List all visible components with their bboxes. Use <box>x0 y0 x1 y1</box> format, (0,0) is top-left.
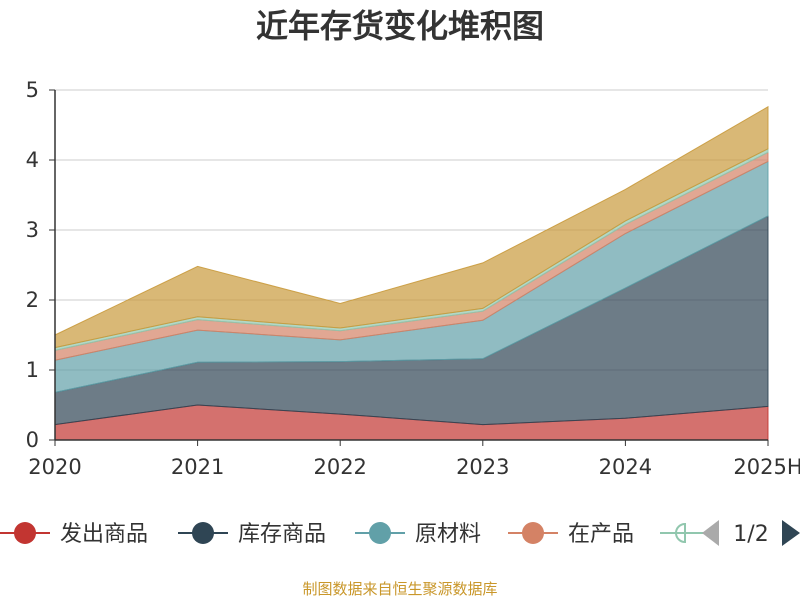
legend-item[interactable]: 库存商品 <box>178 522 326 547</box>
legend-label: 库存商品 <box>238 522 326 547</box>
axes: 0 1 2 3 4 5 2020 2021 2022 2023 2024 2025H <box>26 78 800 479</box>
y-tick-label: 1 <box>26 358 39 382</box>
chart-title: 近年存货变化堆积图 <box>256 7 544 45</box>
legend-marker-icon <box>675 522 686 544</box>
x-tick-label: 2025H <box>733 455 800 479</box>
legend-marker-icon <box>14 522 36 544</box>
legend-marker-icon <box>192 522 214 544</box>
x-tick-label: 2021 <box>171 455 224 479</box>
area-series-5 <box>54 105 769 349</box>
legend-item[interactable]: 发出商品 <box>0 522 148 547</box>
legend: 发出商品 库存商品 原材料 在产品 1/2 <box>0 520 800 547</box>
triangle-right-icon[interactable] <box>782 520 800 546</box>
legend-label: 原材料 <box>415 522 481 547</box>
y-tick-label: 5 <box>26 78 39 102</box>
source-note: 制图数据来自恒生聚源数据库 <box>302 580 497 598</box>
x-tick-label: 2024 <box>599 455 652 479</box>
legend-item[interactable] <box>660 522 710 544</box>
legend-label: 在产品 <box>568 522 634 547</box>
x-tick-label: 2022 <box>313 455 366 479</box>
y-tick-label: 2 <box>26 288 39 312</box>
legend-marker-icon <box>369 522 391 544</box>
y-tick-label: 4 <box>26 148 39 172</box>
y-tick-label: 3 <box>26 218 39 242</box>
y-tick-label: 0 <box>26 428 39 452</box>
x-tick-label: 2023 <box>456 455 509 479</box>
area-series-group <box>54 105 769 441</box>
legend-item[interactable]: 原材料 <box>355 522 481 547</box>
x-tick-label: 2020 <box>28 455 81 479</box>
legend-page-indicator: 1/2 <box>733 522 768 547</box>
triangle-left-icon[interactable] <box>702 520 719 546</box>
legend-label: 发出商品 <box>60 522 148 547</box>
legend-item[interactable]: 在产品 <box>508 522 634 547</box>
legend-marker-icon <box>522 522 544 544</box>
